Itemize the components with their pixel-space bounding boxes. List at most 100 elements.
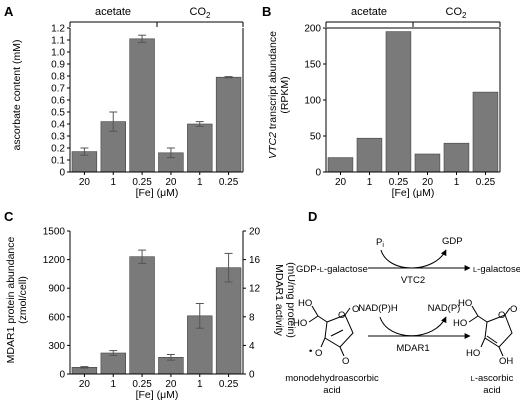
radical-dot: • bbox=[309, 346, 312, 357]
y-tick-label: 0 bbox=[315, 168, 321, 179]
y-tick-label: 0 bbox=[59, 168, 65, 179]
gdp-label: GDP bbox=[442, 236, 463, 247]
group-label-acetate: acetate bbox=[95, 6, 131, 18]
nadp-label: NAD(P) bbox=[428, 303, 461, 314]
y-tick-label: 0 bbox=[59, 370, 65, 381]
atom-ho-side: HO bbox=[293, 318, 307, 329]
x-tick-label: 1 bbox=[110, 379, 116, 390]
y-tick-label: 1.2 bbox=[51, 24, 65, 35]
y2-axis-label-unit: (mU/mg protein) bbox=[285, 262, 297, 338]
chart-b: acetate CO2 20 1 0.25 20 1 0.25 0 50 100 150 200 V… bbox=[267, 6, 501, 199]
y-axis-label-text: transcript abundance bbox=[267, 31, 279, 132]
group-label-acetate: acetate bbox=[351, 6, 387, 18]
y-tick-label: 300 bbox=[48, 341, 65, 352]
monodehydroascorbate-structure bbox=[308, 305, 354, 357]
y-tick-label: 200 bbox=[304, 24, 321, 35]
bar bbox=[356, 137, 383, 173]
group-label-co2: CO2 bbox=[190, 6, 212, 20]
atom-o-ring: O bbox=[338, 310, 345, 321]
y-tick-label: 0.9 bbox=[51, 60, 65, 71]
atom-oh-enol: OH bbox=[499, 356, 513, 367]
reaction-diagram: Pi GDP GDP-L-galactose VTC2 L-galactose-… bbox=[285, 236, 520, 396]
ascorbic-acid-label-2: acid bbox=[483, 385, 500, 396]
y-axis-label: VTC2 transcript abundance bbox=[267, 31, 279, 159]
atom-ho-enol: HO bbox=[466, 348, 480, 359]
x-tick-label: 0.25 bbox=[476, 177, 496, 188]
bar bbox=[414, 153, 441, 173]
y-tick-label: 1500 bbox=[43, 227, 66, 238]
x-tick-label: 20 bbox=[79, 177, 91, 188]
x-tick-label: 20 bbox=[165, 177, 177, 188]
x-tick-label: 20 bbox=[335, 177, 347, 188]
atom-o-enol: O bbox=[342, 356, 349, 367]
vtc2-enzyme-label: VTC2 bbox=[401, 275, 425, 286]
y-tick-label: 0.4 bbox=[51, 120, 65, 131]
y-tick-label: 900 bbox=[48, 284, 65, 295]
x-tick-label: 1 bbox=[197, 379, 203, 390]
x-tick-label: 0.25 bbox=[132, 379, 152, 390]
x-tick-label: 0.25 bbox=[219, 177, 239, 188]
chart-a: acetate CO2 20 1 0.25 20 1 0.2500.10.20.30.40… bbox=[11, 6, 244, 199]
nadph-label: NAD(P)H bbox=[358, 303, 398, 314]
ascorbate-structure bbox=[468, 305, 513, 357]
y2-tick-label: 20 bbox=[249, 227, 261, 238]
bar bbox=[129, 256, 155, 375]
x-axis-label: [Fe] (μM) bbox=[392, 187, 435, 199]
y-tick-label: 1.1 bbox=[51, 36, 65, 47]
bar bbox=[443, 142, 470, 173]
y-tick-label: 0.3 bbox=[51, 132, 65, 143]
x-tick-label: 20 bbox=[165, 379, 177, 390]
y-tick-label: 50 bbox=[310, 132, 322, 143]
bar bbox=[187, 123, 213, 173]
x-tick-label: 1 bbox=[197, 177, 203, 188]
gdp-galactose-label: GDP-L-galactose bbox=[296, 264, 368, 275]
bar bbox=[327, 157, 354, 173]
y-axis-label-unit: (RPKM) bbox=[279, 76, 291, 113]
y2-tick-label: 8 bbox=[249, 312, 255, 323]
chart-c: 20 1 0.25 20 1 0.25 0 300 600 900 1200 1500 0 4 8 12 16 2… bbox=[5, 227, 297, 402]
bar bbox=[100, 352, 127, 375]
atom-o-radical: O bbox=[315, 348, 322, 359]
panel-label-b: B bbox=[262, 4, 271, 19]
atom-o-carbonyl: O bbox=[510, 304, 517, 315]
y-tick-label: 0.6 bbox=[51, 96, 65, 107]
group-label-co2: CO2 bbox=[446, 6, 468, 20]
x-tick-label: 1 bbox=[454, 177, 460, 188]
y-axis-label: ascorbate content (mM) bbox=[11, 40, 23, 151]
mdar1-cofactor-arc bbox=[379, 316, 447, 337]
atom-ho-top: HO bbox=[458, 298, 472, 309]
y-tick-label: 600 bbox=[48, 312, 65, 323]
atom-ho-top: HO bbox=[298, 298, 312, 309]
x-axis-label: [Fe] (μM) bbox=[136, 187, 179, 199]
panel-label-a: A bbox=[4, 4, 14, 19]
y-axis-label-unit: (zmol/cell) bbox=[17, 276, 29, 324]
y2-axis-label: MDAR1 activity bbox=[273, 264, 285, 337]
atom-ho-side: HO bbox=[453, 318, 467, 329]
monodehydroascorbate-label-1: monodehydroascorbic bbox=[285, 373, 379, 384]
panel-label-c: C bbox=[4, 209, 14, 224]
y-tick-label: 0.1 bbox=[51, 156, 65, 167]
bar bbox=[215, 76, 242, 173]
x-tick-label: 20 bbox=[422, 177, 434, 188]
vtc2-cosubstrate-arc bbox=[380, 249, 447, 269]
y-axis-label-gene: VTC2 bbox=[267, 132, 279, 159]
bar bbox=[472, 91, 499, 173]
y2-tick-label: 12 bbox=[249, 284, 261, 295]
x-tick-label: 1 bbox=[367, 177, 373, 188]
y-tick-label: 100 bbox=[304, 96, 321, 107]
galactose-1-p-label: L-galactose-1-P bbox=[473, 264, 520, 275]
x-tick-label: 0.25 bbox=[219, 379, 239, 390]
y-tick-label: 0.8 bbox=[51, 72, 65, 83]
y2-tick-label: 16 bbox=[249, 255, 261, 266]
mdar1-enzyme-label: MDAR1 bbox=[396, 343, 429, 354]
phosphate-label: Pi bbox=[376, 237, 384, 249]
monodehydroascorbate-label-2: acid bbox=[323, 385, 340, 396]
x-tick-label: 0.25 bbox=[389, 177, 409, 188]
atom-o-carbonyl: O bbox=[352, 304, 359, 315]
ascorbic-acid-label-1: L-ascorbic bbox=[471, 373, 514, 384]
y2-tick-label: 4 bbox=[249, 341, 255, 352]
y-axis-label: MDAR1 protein abundance bbox=[5, 237, 17, 364]
panel-label-d: D bbox=[308, 209, 317, 224]
atom-o-ring: O bbox=[498, 310, 505, 321]
x-axis-label: [Fe] (μM) bbox=[136, 389, 179, 401]
